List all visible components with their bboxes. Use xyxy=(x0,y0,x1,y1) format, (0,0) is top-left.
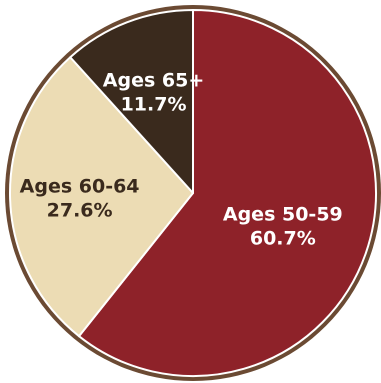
slice-value-label: 11.7% xyxy=(121,94,187,116)
pie-slice-ages-60-64 xyxy=(9,56,194,338)
slice-value-label: 60.7% xyxy=(250,227,316,249)
pie-slices xyxy=(9,9,377,377)
pie-slice-ages-50-59 xyxy=(78,9,377,377)
slice-value-label: 27.6% xyxy=(47,200,113,222)
slice-category-label: Ages 65+ xyxy=(103,70,204,92)
pie-slice-ages-65- xyxy=(69,9,194,194)
slice-category-label: Ages 50-59 xyxy=(223,203,343,225)
slice-category-label: Ages 60-64 xyxy=(20,176,140,198)
